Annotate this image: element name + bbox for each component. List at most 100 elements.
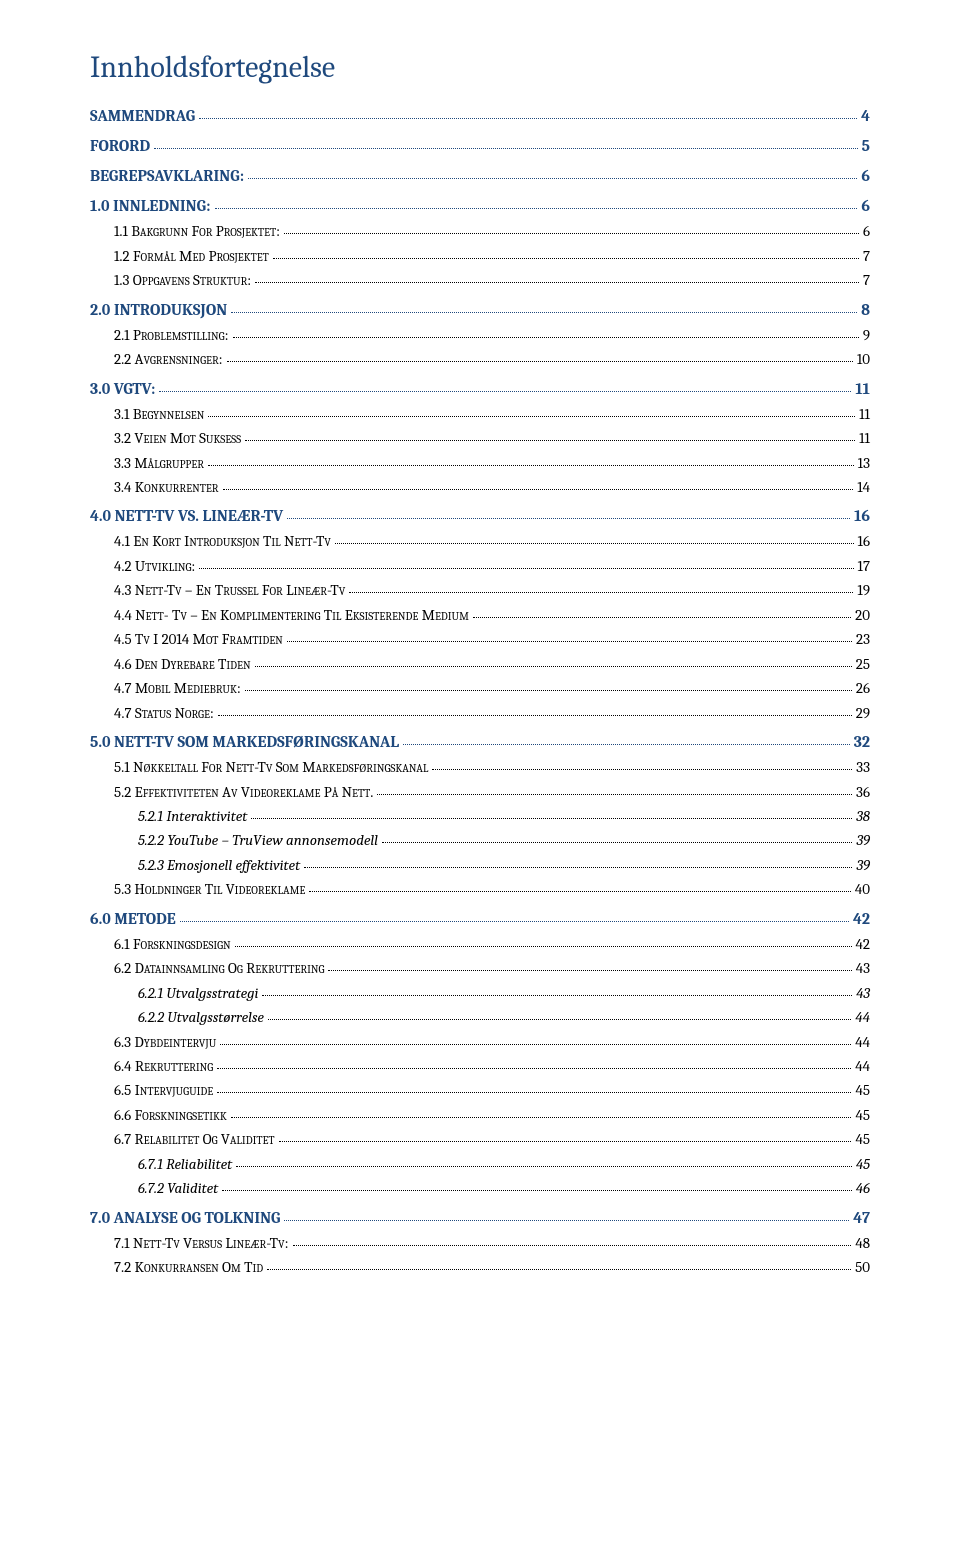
toc-entry[interactable]: 4.3 Nett-Tv – En Trussel For Lineær-Tv 19 (90, 578, 870, 602)
toc-leader-dots (180, 921, 849, 922)
toc-entry[interactable]: 4.2 Utvikling:17 (90, 554, 870, 578)
toc-entry[interactable]: 5.3 Holdninger Til Videoreklame40 (90, 877, 870, 901)
toc-entry[interactable]: 4.1 En Kort Introduksjon Til Nett-Tv16 (90, 529, 870, 553)
toc-entry-page: 11 (859, 426, 870, 450)
toc-leader-dots (154, 148, 858, 149)
toc-entry[interactable]: SAMMENDRAG4 (90, 103, 870, 129)
toc-entry[interactable]: 2.1 Problemstilling:9 (90, 323, 870, 347)
toc-entry[interactable]: BEGREPSAVKLARING:6 (90, 163, 870, 189)
toc-leader-dots (231, 312, 857, 313)
toc-leader-dots (199, 118, 857, 119)
toc-entry[interactable]: 6.3 Dybdeintervju44 (90, 1030, 870, 1054)
toc-entry[interactable]: 1.0 INNLEDNING:6 (90, 193, 870, 219)
toc-leader-dots (279, 1141, 852, 1142)
toc-entry-page: 8 (861, 297, 870, 323)
toc-entry[interactable]: 6.2 Datainnsamling Og Rekruttering43 (90, 956, 870, 980)
toc-entry-label: 1.2 Formål Med Prosjektet (114, 244, 269, 268)
toc-entry[interactable]: 4.0 NETT-TV VS. LINEÆR-TV16 (90, 503, 870, 529)
toc-leader-dots (403, 744, 850, 745)
toc-entry-page: 16 (858, 529, 870, 553)
toc-entry[interactable]: 7.1 Nett-Tv Versus Lineær-Tv:48 (90, 1231, 870, 1255)
toc-entry-label: 6.7.1 Reliabilitet (138, 1152, 232, 1176)
toc-entry-page: 40 (855, 877, 870, 901)
toc-entry-label: 6.2.1 Utvalgsstrategi (138, 981, 258, 1005)
toc-entry[interactable]: 1.2 Formål Med Prosjektet7 (90, 244, 870, 268)
toc-entry[interactable]: 3.0 VGTV:11 (90, 376, 870, 402)
toc-entry[interactable]: 3.1 Begynnelsen11 (90, 402, 870, 426)
toc-entry[interactable]: 6.7.2 Validitet 46 (90, 1176, 870, 1200)
toc-entry[interactable]: 6.0 METODE42 (90, 906, 870, 932)
toc-entry[interactable]: 3.4 Konkurrenter14 (90, 475, 870, 499)
toc-entry[interactable]: 3.3 Målgrupper13 (90, 451, 870, 475)
toc-entry[interactable]: 6.4 Rekruttering44 (90, 1054, 870, 1078)
toc-entry[interactable]: 4.5 Tv I 2014 Mot Framtiden23 (90, 627, 870, 651)
toc-entry[interactable]: 5.2.1 Interaktivitet38 (90, 804, 870, 828)
toc-entry-label: 7.1 Nett-Tv Versus Lineær-Tv: (114, 1231, 289, 1255)
toc-entry[interactable]: 6.6 Forskningsetikk45 (90, 1103, 870, 1127)
toc-entry[interactable]: 2.2 Avgrensninger:10 (90, 347, 870, 371)
toc-entry[interactable]: 5.2.3 Emosjonell effektivitet39 (90, 853, 870, 877)
toc-entry[interactable]: 7.0 ANALYSE OG TOLKNING47 (90, 1205, 870, 1231)
toc-entry[interactable]: 6.2.1 Utvalgsstrategi 43 (90, 981, 870, 1005)
toc-entry[interactable]: 4.7 Mobil Mediebruk:26 (90, 676, 870, 700)
toc-entry-label: 6.5 Intervjuguide (114, 1078, 213, 1102)
toc-entry-page: 20 (855, 603, 870, 627)
toc-leader-dots (293, 1245, 852, 1246)
toc-entry[interactable]: 4.7 Status Norge:29 (90, 701, 870, 725)
toc-entry-page: 19 (857, 578, 870, 602)
toc-leader-dots (255, 282, 859, 283)
toc-leader-dots (245, 440, 855, 441)
toc-entry[interactable]: 6.7 Relabilitet Og Validitet45 (90, 1127, 870, 1151)
toc-entry-label: 5.2 Effektiviteten Av Videoreklame På Ne… (114, 780, 373, 804)
toc-entry-label: 5.1 Nøkkeltall For Nett-Tv Som Markedsfø… (114, 755, 428, 779)
toc-entry-label: 6.7 Relabilitet Og Validitet (114, 1127, 275, 1151)
toc-entry-label: 4.7 Mobil Mediebruk: (114, 676, 241, 700)
toc-entry-label: 2.1 Problemstilling: (114, 323, 229, 347)
toc-entry-label: SAMMENDRAG (90, 103, 195, 129)
toc-entry[interactable]: 7.2 Konkurransen Om Tid50 (90, 1255, 870, 1279)
toc-entry[interactable]: 1.3 Oppgavens Struktur:7 (90, 268, 870, 292)
toc-entry-label: FORORD (90, 133, 150, 159)
toc-entry[interactable]: 3.2 Veien Mot Suksess11 (90, 426, 870, 450)
toc-entry[interactable]: 5.2.2 YouTube – TruView annonsemodell39 (90, 828, 870, 852)
toc-entry[interactable]: 4.4 Nett- Tv – En Komplimentering Til Ek… (90, 603, 870, 627)
toc-entry-label: 1.1 Bakgrunn For Prosjektet: (114, 219, 280, 243)
toc-leader-dots (233, 337, 859, 338)
toc-entry[interactable]: 1.1 Bakgrunn For Prosjektet:6 (90, 219, 870, 243)
toc-entry[interactable]: 6.7.1 Reliabilitet 45 (90, 1152, 870, 1176)
toc-entry-label: 6.2.2 Utvalgsstørrelse (138, 1005, 264, 1029)
toc-entry-page: 43 (856, 981, 870, 1005)
toc-leader-dots (304, 867, 852, 868)
toc-entry[interactable]: 4.6 Den Dyrebare Tiden25 (90, 652, 870, 676)
toc-entry[interactable]: FORORD5 (90, 133, 870, 159)
toc-entry-page: 45 (855, 1103, 870, 1127)
toc-entry-page: 25 (856, 652, 870, 676)
toc-entry-page: 6 (861, 163, 870, 189)
toc-entry[interactable]: 5.1 Nøkkeltall For Nett-Tv Som Markedsfø… (90, 755, 870, 779)
toc-leader-dots (309, 891, 851, 892)
toc-entry-page: 38 (856, 804, 870, 828)
toc-entry[interactable]: 5.0 NETT-TV SOM MARKEDSFØRINGSKANAL32 (90, 729, 870, 755)
toc-entry-page: 46 (856, 1176, 870, 1200)
toc-entry-label: 6.7.2 Validitet (138, 1176, 218, 1200)
toc-entry-page: 6 (861, 193, 870, 219)
toc-entry[interactable]: 5.2 Effektiviteten Av Videoreklame På Ne… (90, 780, 870, 804)
toc-entry[interactable]: 2.0 INTRODUKSJON8 (90, 297, 870, 323)
toc-entry[interactable]: 6.1 Forskningsdesign42 (90, 932, 870, 956)
toc-entry-page: 14 (857, 475, 870, 499)
toc-entry-label: 5.2.3 Emosjonell effektivitet (138, 853, 300, 877)
toc-entry-label: 5.0 NETT-TV SOM MARKEDSFØRINGSKANAL (90, 729, 399, 755)
toc-entry[interactable]: 6.5 Intervjuguide45 (90, 1078, 870, 1102)
toc-leader-dots (262, 995, 852, 996)
toc-entry-page: 50 (855, 1255, 870, 1279)
toc-entry-label: 6.4 Rekruttering (114, 1054, 213, 1078)
toc-leader-dots (268, 1019, 851, 1020)
toc-entry-page: 45 (856, 1152, 870, 1176)
toc-leader-dots (255, 666, 852, 667)
toc-leader-dots (251, 818, 852, 819)
toc-entry[interactable]: 6.2.2 Utvalgsstørrelse44 (90, 1005, 870, 1029)
toc-leader-dots (284, 233, 859, 234)
toc-entry-page: 11 (855, 376, 870, 402)
toc-entry-label: 4.3 Nett-Tv – En Trussel For Lineær-Tv (114, 578, 345, 602)
toc-leader-dots (208, 416, 855, 417)
